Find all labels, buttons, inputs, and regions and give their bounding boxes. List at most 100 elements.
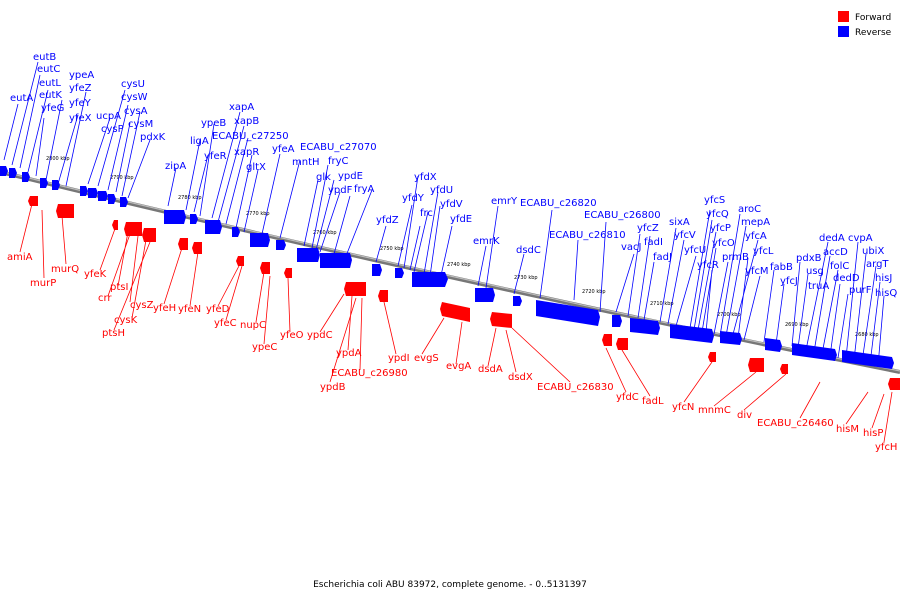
gene-label-ubiX: ubiX xyxy=(862,246,884,257)
gene-label-accD: accD xyxy=(823,247,848,258)
gene-label-eutL: eutL xyxy=(39,78,61,89)
forward-gene-arrow xyxy=(236,256,244,266)
gene-label-fryC: fryC xyxy=(328,156,349,167)
leader-lines xyxy=(3,61,893,443)
gene-label-cysZ: cysZ xyxy=(130,300,154,311)
tick-label: 2770 kbp xyxy=(246,211,270,217)
forward-leader-line xyxy=(163,247,291,345)
reverse-leader-line xyxy=(375,175,453,281)
gene-label-xapB: xapB xyxy=(234,116,259,127)
gene-label-yfcR: yfcR xyxy=(697,260,719,271)
gene-label-eutC: eutC xyxy=(37,64,60,75)
gene-label-mntH: mntH xyxy=(292,157,320,168)
gene-label-yfeA: yfeA xyxy=(272,144,295,155)
reverse-gene-arrow xyxy=(475,288,495,302)
ticks: 2800 kbp 2790 kbp 2780 kbp 2770 kbp 2760… xyxy=(46,156,879,338)
gene-label-ptsH: ptsH xyxy=(102,328,125,339)
reverse-gene-arrow xyxy=(164,210,186,224)
reverse-gene-arrow xyxy=(9,168,17,178)
forward-gene-arrow xyxy=(28,196,38,206)
gene-label-cvpA: cvpA xyxy=(848,233,873,244)
legend-reverse-label: Reverse xyxy=(855,28,892,38)
gene-label-emrK: emrK xyxy=(473,236,500,247)
gene-label-ptsI: ptsI xyxy=(110,282,128,293)
gene-label-eutA: eutA xyxy=(10,93,33,104)
gene-label-ypeC: ypeC xyxy=(252,342,277,353)
gene-label-ECABU_c26810: ECABU_c26810 xyxy=(549,230,626,241)
gene-label-yfcJ: yfcJ xyxy=(780,276,798,287)
gene-label-xapR: xapR xyxy=(234,147,259,158)
reverse-gene-arrow xyxy=(52,180,60,190)
gene-label-yfcP: yfcP xyxy=(710,223,731,234)
reverse-leader-line xyxy=(167,111,259,233)
forward-gene-arrow xyxy=(616,338,628,350)
gene-label-yfcL: yfcL xyxy=(753,246,774,257)
gene-label-xapA: xapA xyxy=(229,102,254,113)
gene-label-dsdX: dsdX xyxy=(508,372,533,383)
gene-label-yfcH: yfcH xyxy=(875,442,897,453)
reverse-gene-arrow xyxy=(250,233,270,247)
gene-label-fadI: fadI xyxy=(644,237,663,248)
gene-label-yfdV: yfdV xyxy=(440,199,463,210)
gene-label-ypdE: ypdE xyxy=(338,171,363,182)
gene-label-murP: murP xyxy=(30,278,56,289)
gene-label-yfcV: yfcV xyxy=(674,230,696,241)
gene-label-div: div xyxy=(737,410,752,421)
gene-label-pdxK: pdxK xyxy=(140,132,166,143)
gene-label-ECABU_c26460: ECABU_c26460 xyxy=(757,418,834,429)
gene-label-cysK: cysK xyxy=(114,315,138,326)
gene-label-usg: usg xyxy=(806,266,824,277)
gene-label-yfdY: yfdY xyxy=(402,193,425,204)
gene-label-fryA: fryA xyxy=(354,184,375,195)
gene-label-truA: truA xyxy=(808,281,829,292)
reverse-gene-arrow xyxy=(792,343,837,361)
gene-label-ECABU_c27250: ECABU_c27250 xyxy=(212,131,289,142)
forward-gene-arrow xyxy=(56,204,74,218)
gene-label-hisP: hisP xyxy=(863,428,883,439)
reverse-gene-arrow xyxy=(670,324,714,343)
reverse-gene-arrow xyxy=(120,197,128,207)
gene-label-ypeA: ypeA xyxy=(69,70,94,81)
gene-label-yfcQ: yfcQ xyxy=(706,209,729,220)
forward-gene-arrow xyxy=(260,262,270,274)
gene-label-ECABU_c26830: ECABU_c26830 xyxy=(537,382,614,393)
gene-label-dedA: dedA xyxy=(819,233,845,244)
gene-label-fadL: fadL xyxy=(642,396,664,407)
gene-label-evgA: evgA xyxy=(446,361,471,372)
gene-label-yfeD: yfeD xyxy=(206,304,230,315)
forward-gene-arrow xyxy=(490,312,512,328)
gene-label-dedD: dedD xyxy=(833,273,860,284)
gene-label-yfdE: yfdE xyxy=(450,214,472,225)
gene-label-aroC: aroC xyxy=(738,204,761,215)
reverse-gene-arrow xyxy=(720,331,742,345)
gene-label-yfcN: yfcN xyxy=(672,402,694,413)
reverse-leader-line xyxy=(615,227,697,327)
forward-gene-arrow xyxy=(124,222,142,236)
forward-gene-arrow xyxy=(888,378,900,390)
forward-leader-line xyxy=(319,293,571,383)
forward-gene-arrow xyxy=(178,238,188,250)
gene-label-pdxB: pdxB xyxy=(796,253,822,264)
gene-label-ECABU_c26820: ECABU_c26820 xyxy=(520,198,597,209)
reverse-gene-arrow xyxy=(0,166,8,176)
tick-label: 2740 kbp xyxy=(447,262,471,268)
gene-label-glk: glk xyxy=(316,172,331,183)
gene-label-yfcZ: yfcZ xyxy=(637,223,659,234)
reverse-gene-arrow xyxy=(842,350,894,369)
reverse-gene-arrow xyxy=(22,172,30,182)
gene-label-yfeN: yfeN xyxy=(178,304,201,315)
gene-label-murQ: murQ xyxy=(51,264,79,275)
gene-label-ECABU_c27070: ECABU_c27070 xyxy=(300,142,377,153)
gene-label-fabB: fabB xyxy=(770,262,793,273)
gene-label-ypeB: ypeB xyxy=(201,118,226,129)
reverse-labels: eutB eutC eutL eutA eutK yfeG ypeA yfeZ … xyxy=(10,52,897,299)
tick-label: 2750 kbp xyxy=(380,246,404,252)
gene-label-yfcA: yfcA xyxy=(745,231,767,242)
gene-label-folC: folC xyxy=(830,261,849,272)
gene-label-ypdA: ypdA xyxy=(336,348,362,359)
gene-label-frc: frc xyxy=(420,208,433,219)
gene-label-yfeK: yfeK xyxy=(84,269,107,280)
forward-gene-arrow xyxy=(142,228,156,242)
forward-gene-arrow xyxy=(780,364,788,374)
